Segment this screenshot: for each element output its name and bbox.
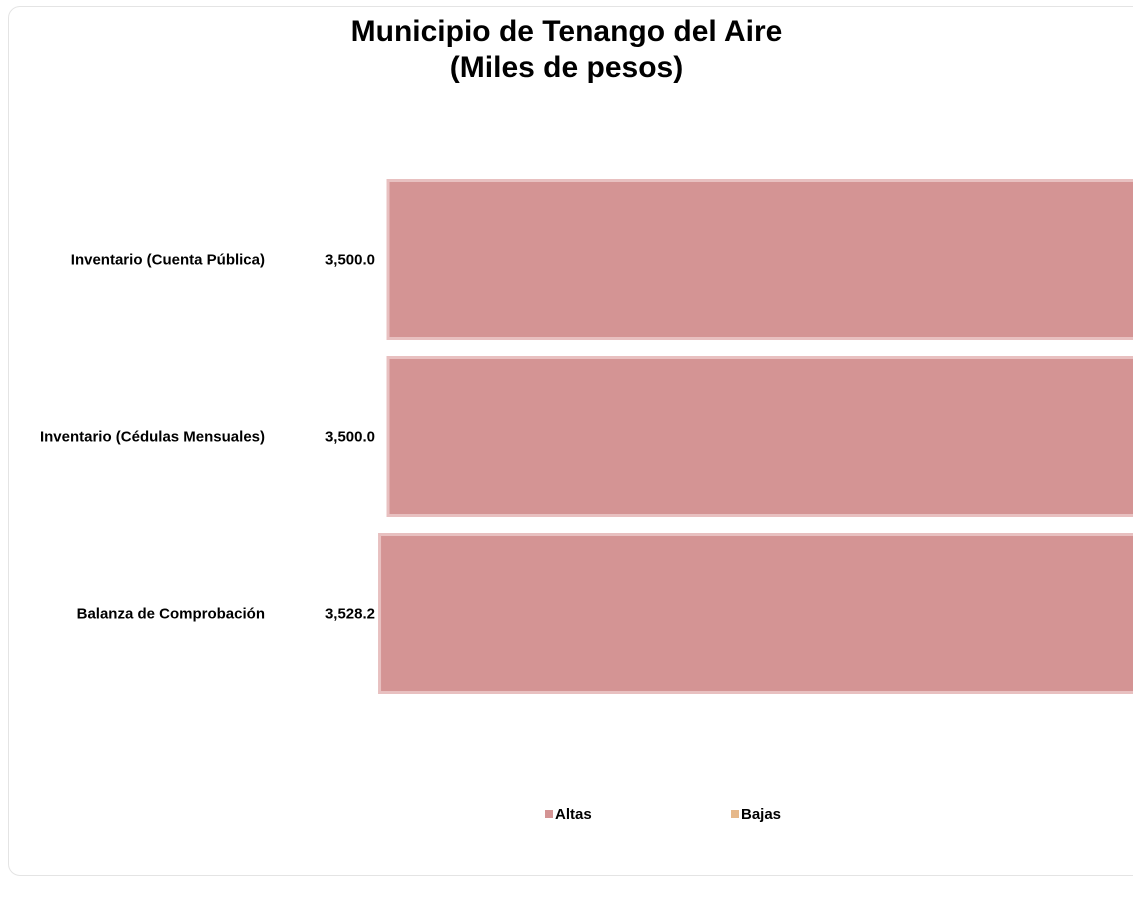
category-label: Inventario (Cuenta Pública) [71, 252, 265, 269]
bar-altas-1 [386, 356, 1133, 517]
chart-title: Municipio de Tenango del Aire [350, 15, 783, 48]
data-label: 3,500.0 [325, 252, 375, 269]
legend-swatch-bajas [731, 810, 739, 818]
chart-subtitle: (Miles de pesos) [449, 51, 684, 84]
bar-altas-0 [386, 179, 1133, 340]
chart-frame [8, 6, 1133, 876]
legend-label-bajas: Bajas [741, 806, 781, 823]
data-label: 3,500.0 [325, 429, 375, 446]
legend-swatch-altas [545, 810, 553, 818]
data-label: 3,528.2 [325, 606, 375, 623]
category-label: Balanza de Comprobación [77, 606, 265, 623]
legend-label-altas: Altas [555, 806, 592, 823]
category-label: Inventario (Cédulas Mensuales) [40, 429, 265, 446]
bar-altas-2 [378, 533, 1133, 694]
chart-title-block: Municipio de Tenango del Aire (Miles de … [0, 14, 1133, 86]
